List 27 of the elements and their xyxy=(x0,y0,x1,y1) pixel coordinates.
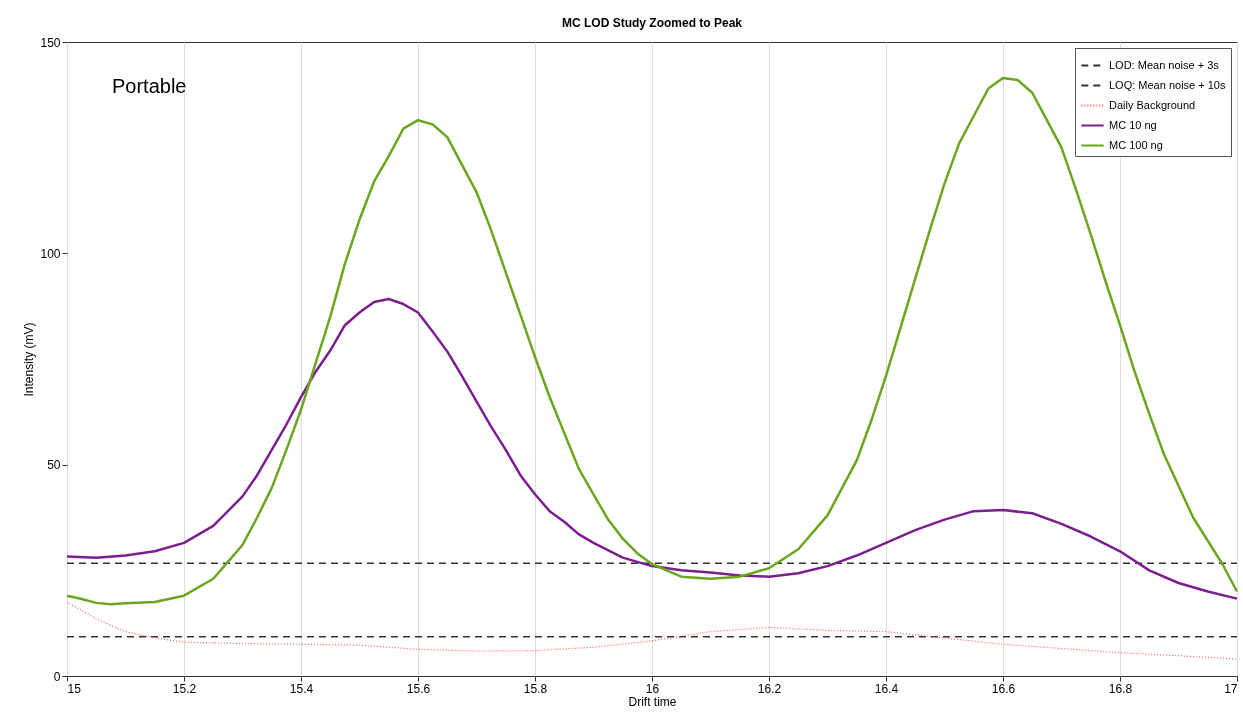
x-tick-label: 16.2 xyxy=(757,681,782,696)
x-tick-label: 16.6 xyxy=(991,681,1016,696)
legend-label: LOQ: Mean noise + 10s xyxy=(1109,78,1226,91)
x-tick-label: 16 xyxy=(645,681,660,696)
x-tick-label: 15.6 xyxy=(406,681,431,696)
y-tick-label: 0 xyxy=(53,669,61,684)
y-tick-label: 150 xyxy=(40,35,61,50)
line-series xyxy=(65,297,1239,600)
x-tick-label: 16.8 xyxy=(1108,681,1133,696)
annotation: Portable xyxy=(112,75,187,97)
legend-label: Daily Background xyxy=(1109,98,1196,111)
line-series xyxy=(65,76,1239,606)
x-tick-label: 15.4 xyxy=(289,681,314,696)
x-tick-label: 17 xyxy=(1224,681,1238,696)
x-axis-title: Drift time xyxy=(628,694,677,709)
y-tick-label: 50 xyxy=(47,458,61,473)
x-tick-label: 15.2 xyxy=(172,681,197,696)
y-axis-title: Intensity (mV) xyxy=(22,322,37,397)
legend-label: LOD: Mean noise + 3s xyxy=(1109,58,1220,71)
legend-label: MC 10 ng xyxy=(1109,118,1157,131)
x-tick-label: 15 xyxy=(67,681,82,696)
x-tick-label: 15.8 xyxy=(523,681,548,696)
legend-label: MC 100 ng xyxy=(1109,138,1163,151)
chart-title: MC LOD Study Zoomed to Peak xyxy=(561,16,743,30)
x-tick-label: 16.4 xyxy=(874,681,899,696)
line-series xyxy=(66,601,1238,660)
y-tick-label: 100 xyxy=(40,246,61,261)
